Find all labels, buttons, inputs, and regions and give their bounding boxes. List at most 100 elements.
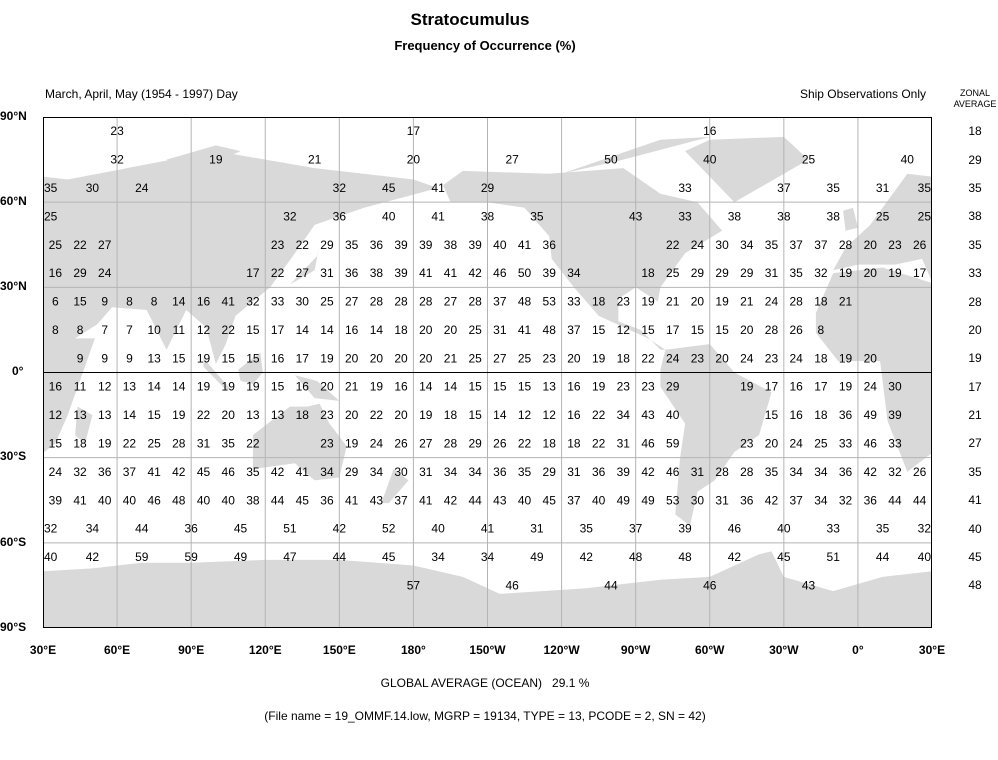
- cell-value: 42: [271, 465, 285, 479]
- cell-value: 21: [666, 295, 680, 309]
- cell-value: 8: [126, 295, 133, 309]
- cell-value: 41: [419, 493, 433, 507]
- cell-value: 19: [209, 153, 223, 167]
- cell-value: 26: [913, 465, 927, 479]
- cell-value: 42: [86, 550, 100, 564]
- cell-value: 41: [444, 266, 458, 280]
- cell-value: 15: [641, 323, 655, 337]
- cell-value: 20: [320, 380, 334, 394]
- zonal-average-value: 40: [968, 521, 982, 536]
- cell-value: 40: [431, 522, 445, 536]
- zonal-average-value: 21: [968, 408, 982, 423]
- cell-value: 39: [543, 266, 557, 280]
- lon-label: 90°E: [178, 643, 205, 657]
- cell-value: 28: [172, 436, 186, 450]
- cell-value: 22: [370, 408, 384, 422]
- cell-value: 46: [666, 465, 680, 479]
- cell-value: 27: [296, 266, 310, 280]
- cell-value: 36: [320, 493, 334, 507]
- cell-value: 15: [73, 295, 87, 309]
- cell-value: 27: [345, 295, 359, 309]
- cell-value: 29: [740, 266, 754, 280]
- lon-label: 150°W: [469, 643, 506, 657]
- lat-label: 30°S: [0, 449, 27, 463]
- cell-value: 36: [839, 408, 853, 422]
- cell-value: 12: [49, 408, 63, 422]
- cell-value: 16: [567, 408, 581, 422]
- zonal-average-header: ZONAL AVERAGE: [950, 88, 998, 110]
- cell-value: 53: [543, 295, 557, 309]
- cell-value: 20: [419, 351, 433, 365]
- cell-value: 13: [271, 408, 285, 422]
- cell-value: 43: [629, 209, 643, 223]
- cell-value: 20: [765, 436, 779, 450]
- cell-value: 8: [818, 323, 825, 337]
- cell-value: 20: [370, 351, 384, 365]
- zonal-average-value: 35: [968, 180, 982, 195]
- cell-value: 44: [913, 493, 927, 507]
- cell-value: 19: [98, 436, 112, 450]
- cell-value: 23: [740, 436, 754, 450]
- cell-value: 38: [827, 209, 841, 223]
- cell-value: 45: [382, 550, 396, 564]
- cell-value: 13: [98, 408, 112, 422]
- cell-value: 19: [419, 408, 433, 422]
- cell-value: 12: [197, 323, 211, 337]
- cell-value: 38: [370, 266, 384, 280]
- cell-value: 35: [44, 181, 58, 195]
- land-mass: [252, 403, 347, 481]
- cell-value: 20: [740, 323, 754, 337]
- cell-value: 36: [184, 522, 198, 536]
- cell-value: 42: [444, 493, 458, 507]
- cell-value: 20: [345, 351, 359, 365]
- cell-value: 11: [173, 323, 186, 337]
- zonal-average-value: 20: [968, 322, 982, 337]
- cell-value: 7: [101, 323, 108, 337]
- cell-value: 19: [172, 408, 186, 422]
- zonal-average-value: 41: [968, 493, 982, 508]
- cell-value: 14: [172, 380, 186, 394]
- cell-value: 52: [382, 522, 396, 536]
- cell-value: 39: [468, 238, 482, 252]
- cell-value: 57: [407, 578, 421, 592]
- cell-value: 34: [814, 465, 828, 479]
- cell-value: 48: [518, 295, 532, 309]
- cell-value: 26: [790, 323, 804, 337]
- zonal-average-value: 17: [968, 379, 982, 394]
- cell-value: 13: [73, 408, 87, 422]
- cell-value: 35: [580, 522, 594, 536]
- cell-value: 13: [147, 351, 161, 365]
- cell-value: 14: [123, 408, 137, 422]
- cell-value: 19: [222, 380, 236, 394]
- cell-value: 28: [419, 295, 433, 309]
- lat-label: 90°S: [0, 620, 27, 634]
- cell-value: 18: [444, 408, 458, 422]
- cell-value: 16: [49, 380, 63, 394]
- cell-value: 43: [802, 578, 816, 592]
- land-mass: [843, 207, 858, 231]
- cell-value: 14: [370, 323, 384, 337]
- cell-value: 44: [876, 550, 890, 564]
- cell-value: 36: [839, 465, 853, 479]
- cell-value: 24: [790, 351, 804, 365]
- cell-value: 24: [370, 436, 384, 450]
- cell-value: 22: [296, 238, 310, 252]
- cell-value: 24: [740, 351, 754, 365]
- cell-value: 49: [641, 493, 655, 507]
- cell-value: 15: [592, 323, 606, 337]
- cell-value: 28: [468, 295, 482, 309]
- cell-value: 48: [172, 493, 186, 507]
- cell-value: 34: [740, 238, 754, 252]
- cell-value: 35: [827, 181, 841, 195]
- cell-value: 17: [407, 124, 421, 138]
- cell-value: 38: [246, 493, 260, 507]
- cell-value: 29: [468, 436, 482, 450]
- global-average-label: GLOBAL AVERAGE (OCEAN): [380, 676, 542, 690]
- cell-value: 44: [135, 522, 149, 536]
- cell-value: 49: [864, 408, 878, 422]
- cell-value: 37: [394, 493, 408, 507]
- cell-value: 37: [123, 465, 137, 479]
- cell-value: 36: [370, 238, 384, 252]
- lon-label: 30°E: [29, 643, 57, 657]
- cell-value: 15: [172, 351, 186, 365]
